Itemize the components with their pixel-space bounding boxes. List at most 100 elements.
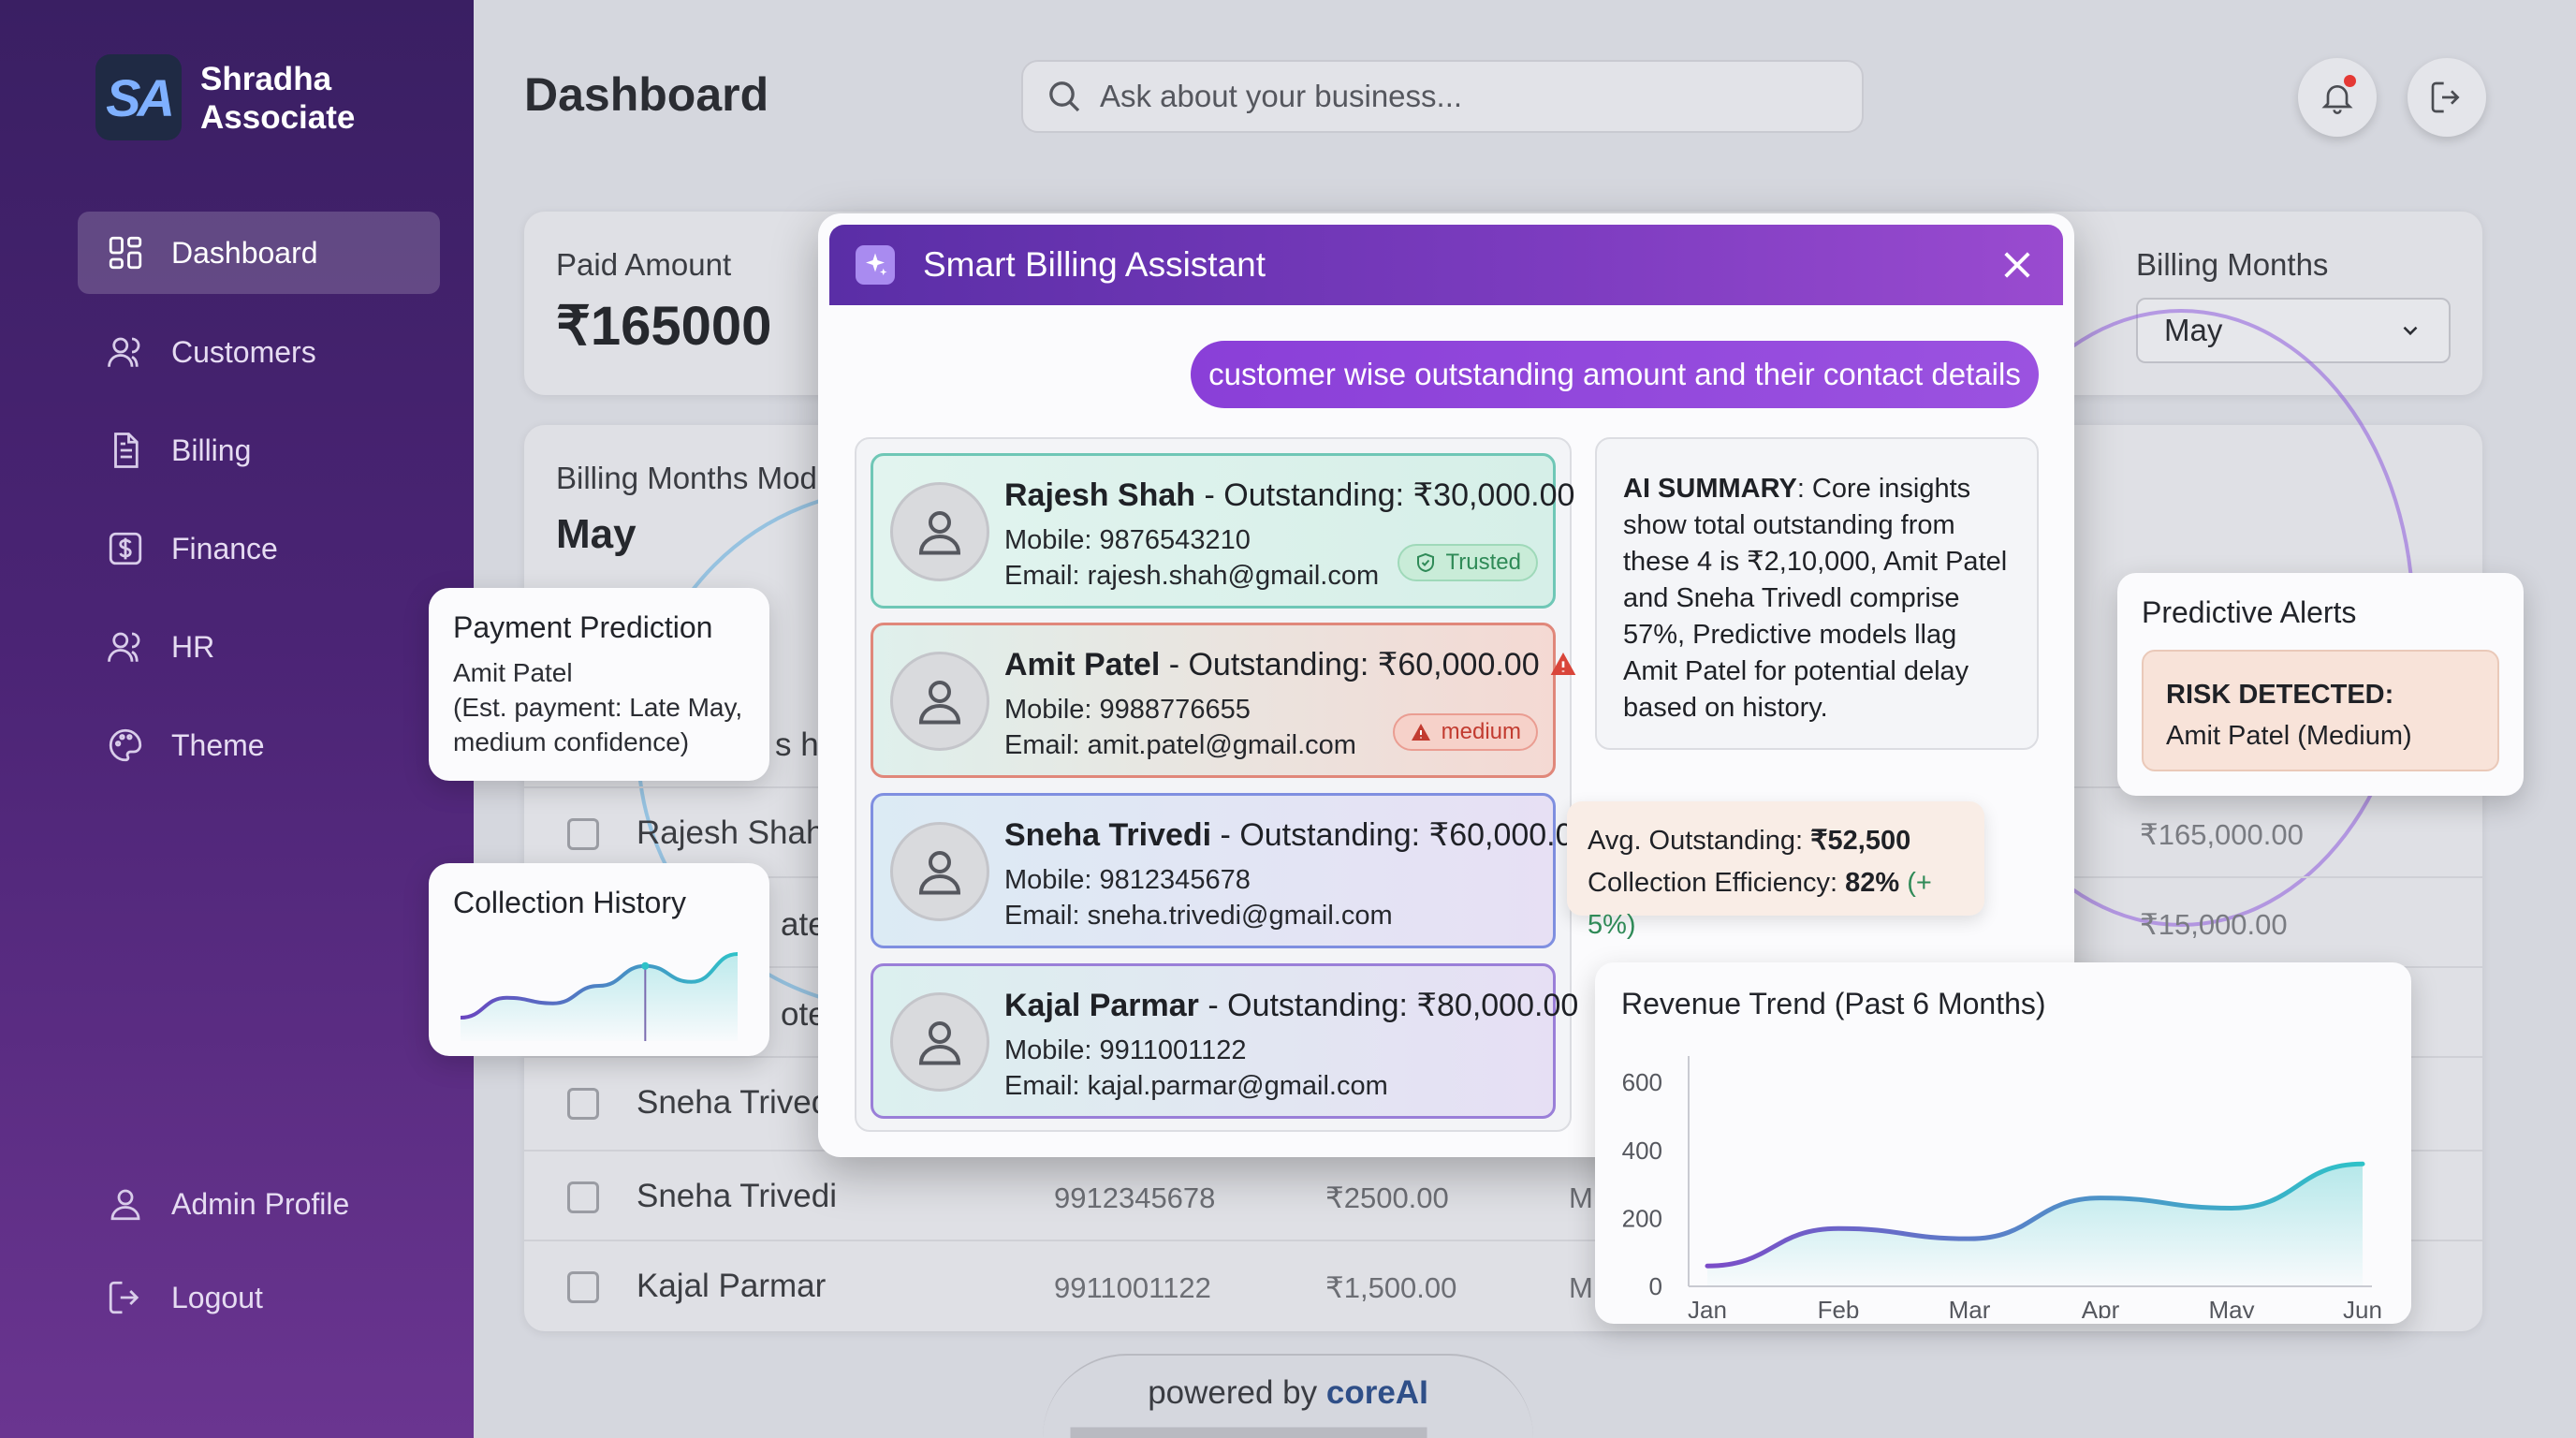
avg-label: Avg. Outstanding: <box>1588 826 1811 856</box>
customer-name-text: Rajesh Shah <box>1004 477 1196 513</box>
ai-summary-text: : Core insights show total outstanding f… <box>1623 474 2008 723</box>
sidebar-item-theme[interactable]: Theme <box>78 704 440 786</box>
notifications-button[interactable] <box>2298 58 2377 137</box>
customer-mobile: Mobile: 9911001122 <box>1004 1035 1247 1065</box>
logout-label: Logout <box>171 1280 263 1314</box>
customer-name-text: Amit Patel <box>1004 647 1161 682</box>
efficiency-label: Collection Efficiency: <box>1588 868 1846 898</box>
partial-name: s h <box>775 726 819 763</box>
customer-outstanding: - Outstanding: ₹80,000.00 <box>1208 988 1579 1023</box>
customer-email: Email: rajesh.shah@gmail.com <box>1004 561 1380 591</box>
dashboard-icon <box>109 236 142 270</box>
footer-prefix: powered by <box>1148 1374 1326 1411</box>
modal-header: Smart Billing Assistant <box>829 225 2063 305</box>
row-checkbox[interactable] <box>567 1271 599 1303</box>
collection-history-title: Collection History <box>453 886 686 919</box>
avg-value: ₹52,500 <box>1810 826 1911 856</box>
sidebar-item-label: HR <box>171 629 215 664</box>
y-tick-label: 200 <box>1622 1204 1662 1232</box>
y-tick-label: 0 <box>1649 1272 1662 1300</box>
customer-email: Email: sneha.trivedi@gmail.com <box>1004 901 1393 931</box>
paid-amount-label: Paid Amount <box>556 247 732 282</box>
brand-name-line1: Shradha <box>200 61 332 97</box>
logout-link[interactable]: Logout <box>78 1256 440 1339</box>
sidebar-item-label: Customers <box>171 334 316 369</box>
palette-icon <box>109 728 142 762</box>
prediction-line: medium confidence) <box>453 727 690 756</box>
search-bar[interactable] <box>1021 60 1864 133</box>
revenue-line <box>1705 1161 2365 1269</box>
logout-icon <box>109 1281 139 1314</box>
customer-mobile: Mobile: 9812345678 <box>1004 865 1251 895</box>
collection-point <box>641 961 650 970</box>
customer-outstanding: - Outstanding: ₹60,000.00 <box>1220 817 1591 853</box>
sidebar-item-customers[interactable]: Customers <box>78 311 440 393</box>
payment-prediction-body: Amit Patel (Est. payment: Late May, medi… <box>453 655 742 759</box>
risk-value: Amit Patel (Medium) <box>2166 721 2412 751</box>
sidebar-item-finance[interactable]: Finance <box>78 507 440 590</box>
revenue-trend-title: Revenue Trend (Past 6 Months) <box>1621 987 2046 1020</box>
sidebar-item-label: Finance <box>171 531 278 565</box>
x-tick-label: Jan <box>1688 1296 1727 1318</box>
x-tick-label: Feb <box>1818 1296 1860 1318</box>
avg-outstanding-line: Avg. Outstanding: ₹52,500 <box>1588 820 1964 862</box>
badge-label: Trusted <box>1445 550 1521 575</box>
customer-card-kajal[interactable]: Kajal Parmar - Outstanding: ₹80,000.00 M… <box>871 963 1578 1119</box>
customer-name-text: Sneha Trivedi <box>1004 817 1212 853</box>
warning-icon <box>1411 724 1430 741</box>
risk-detected-box: RISK DETECTED: Amit Patel (Medium) <box>2142 650 2499 771</box>
user-icon <box>110 1189 140 1221</box>
row-name: Kajal Parmar <box>637 1268 827 1304</box>
table-row[interactable]: Kajal Parmar 9911001122 ₹1,500.00 M <box>524 1240 2482 1329</box>
close-icon[interactable] <box>1998 245 2037 285</box>
admin-profile-label: Admin Profile <box>171 1186 350 1221</box>
avatar <box>890 822 989 921</box>
customer-outstanding: - Outstanding: ₹60,000.00 <box>1168 647 1540 682</box>
sidebar-item-label: Billing <box>171 433 252 467</box>
sidebar-item-label: Dashboard <box>171 235 318 270</box>
sidebar-item-hr[interactable]: HR <box>78 606 440 688</box>
payment-prediction-card: Payment Prediction Amit Patel (Est. paym… <box>429 588 769 781</box>
row-checkbox[interactable] <box>567 818 599 850</box>
sidebar-item-billing[interactable]: Billing <box>78 409 440 492</box>
search-input[interactable] <box>1100 79 1811 114</box>
predictive-alerts-title: Predictive Alerts <box>2142 595 2357 629</box>
user-query-chip: customer wise outstanding amount and the… <box>1191 341 2039 408</box>
customer-name: Amit Patel - Outstanding: ₹60,000.00 <box>1004 646 1578 683</box>
avatar <box>890 992 989 1092</box>
customer-email: Email: kajal.parmar@gmail.com <box>1004 1071 1388 1101</box>
bell-icon <box>2321 85 2353 114</box>
sidebar-item-dashboard[interactable]: Dashboard <box>78 212 440 294</box>
chevron-down-icon <box>2403 326 2418 336</box>
x-tick-label: May <box>2208 1296 2254 1318</box>
customer-name: Rajesh Shah - Outstanding: ₹30,000.00 <box>1004 477 1574 514</box>
notification-dot <box>2344 75 2356 87</box>
customer-card-rajesh[interactable]: Rajesh Shah - Outstanding: ₹30,000.00 Mo… <box>871 453 1574 609</box>
shield-check-icon <box>1416 552 1434 573</box>
billing-months-label: Billing Months <box>2136 247 2329 282</box>
paid-amount-value: ₹165000 <box>556 296 772 357</box>
admin-profile-link[interactable]: Admin Profile <box>78 1163 440 1245</box>
customer-card-amit[interactable]: Amit Patel - Outstanding: ₹60,000.00 Mob… <box>871 623 1576 778</box>
row-name: Sneha Trived <box>637 1084 830 1121</box>
row-amount: ₹165,000.00 <box>2140 818 2304 851</box>
prediction-line: Amit Patel <box>453 658 573 687</box>
row-checkbox[interactable] <box>567 1181 599 1213</box>
billing-mode-value: May <box>556 511 637 557</box>
customer-name: Sneha Trivedi - Outstanding: ₹60,000.00 <box>1004 816 1590 854</box>
customer-mobile: Mobile: 9988776655 <box>1004 695 1251 725</box>
modal-title: Smart Billing Assistant <box>923 245 1266 284</box>
dollar-icon <box>109 532 142 565</box>
customer-card-sneha[interactable]: Sneha Trivedi - Outstanding: ₹60,000.00 … <box>871 793 1590 948</box>
logout-icon <box>2431 81 2460 113</box>
row-amount: ₹2500.00 <box>1325 1181 1449 1214</box>
powered-by-footer: powered by coreAI <box>1043 1354 1533 1438</box>
ai-summary-panel: AI SUMMARY: Core insights show total out… <box>1595 437 2039 750</box>
collection-line <box>460 952 739 1020</box>
row-checkbox[interactable] <box>567 1088 599 1120</box>
row-name: Sneha Trivedi <box>637 1178 838 1214</box>
search-icon <box>1049 81 1080 112</box>
row-amount: ₹15,000.00 <box>2140 908 2288 941</box>
brand-name-line2: Associate <box>200 99 356 136</box>
signout-button[interactable] <box>2408 58 2486 137</box>
